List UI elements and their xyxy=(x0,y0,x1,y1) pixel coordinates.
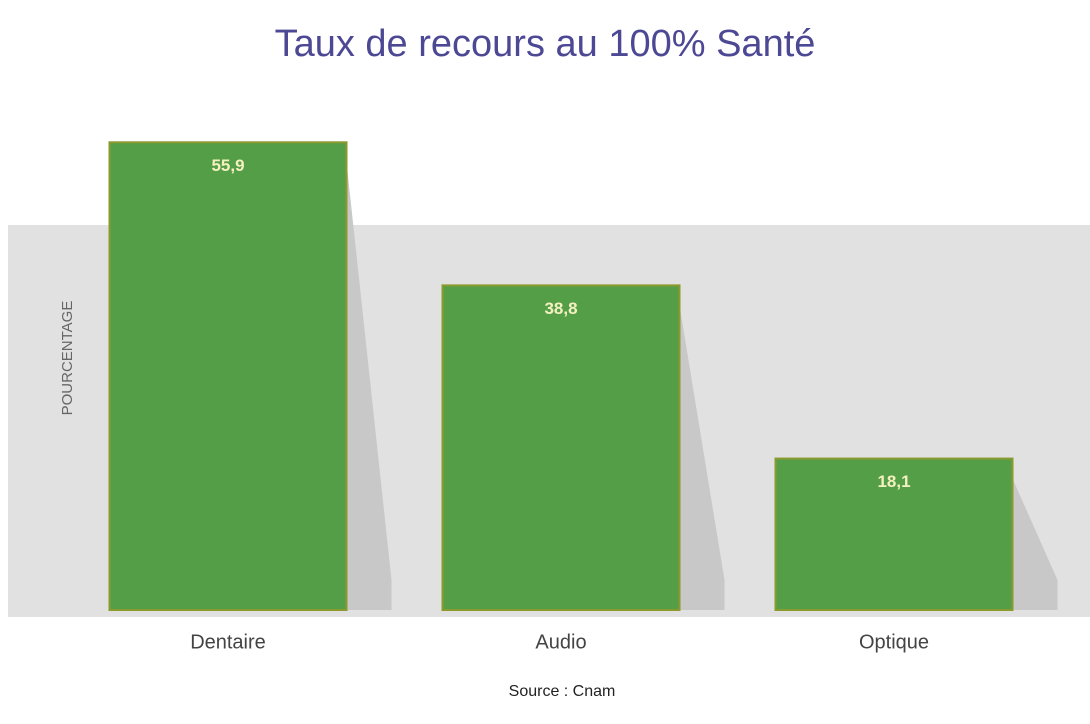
x-tick-label: Audio xyxy=(535,631,586,653)
bar xyxy=(108,141,348,611)
source-note: Source : Cnam xyxy=(509,683,616,700)
chart-title: Taux de recours au 100% Santé xyxy=(275,23,816,65)
bar xyxy=(441,284,681,611)
data-label: 55,9 xyxy=(211,156,244,175)
bar-shadow xyxy=(679,305,725,610)
bar xyxy=(774,457,1014,611)
bar-shadow xyxy=(1012,478,1058,610)
y-axis-label: POURCENTAGE xyxy=(59,301,76,416)
data-label: 38,8 xyxy=(544,299,577,318)
x-tick-label: Optique xyxy=(859,631,929,653)
x-tick-label: Dentaire xyxy=(190,631,266,653)
bar-shadow xyxy=(346,162,392,610)
data-label: 18,1 xyxy=(877,472,910,491)
